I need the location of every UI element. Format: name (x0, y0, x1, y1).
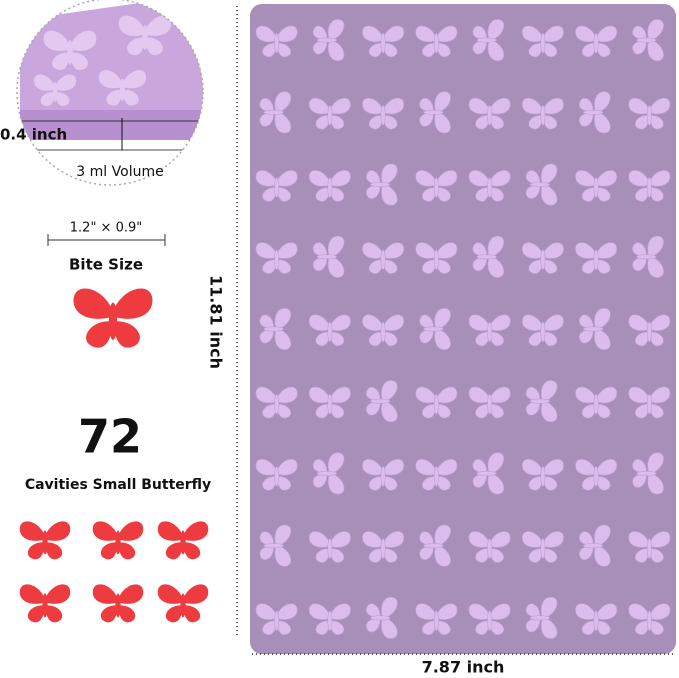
gummy-sample (73, 288, 153, 348)
width-label: 7.87 inch (422, 658, 505, 677)
gummy-examples (19, 521, 209, 623)
size-label: 1.2" × 0.9" (70, 221, 142, 236)
zoom-detail (17, 0, 203, 185)
zoom-circle (16, 0, 204, 186)
gummy-example (19, 521, 71, 560)
cavity-caption: Cavities Small Butterfly (25, 477, 211, 493)
mold-tray (250, 4, 676, 654)
gummy-example (92, 521, 144, 560)
gummy-example (157, 521, 209, 560)
volume-label: 3 ml Volume (76, 164, 163, 180)
size-caption: Bite Size (69, 256, 143, 274)
cavity-count: 72 (78, 410, 142, 464)
gummy-example (157, 584, 209, 623)
thickness-label: 0.4 inch (0, 126, 67, 144)
gummy-example (92, 584, 144, 623)
gummy-example (19, 584, 71, 623)
height-label: 11.81 inch (207, 275, 226, 369)
